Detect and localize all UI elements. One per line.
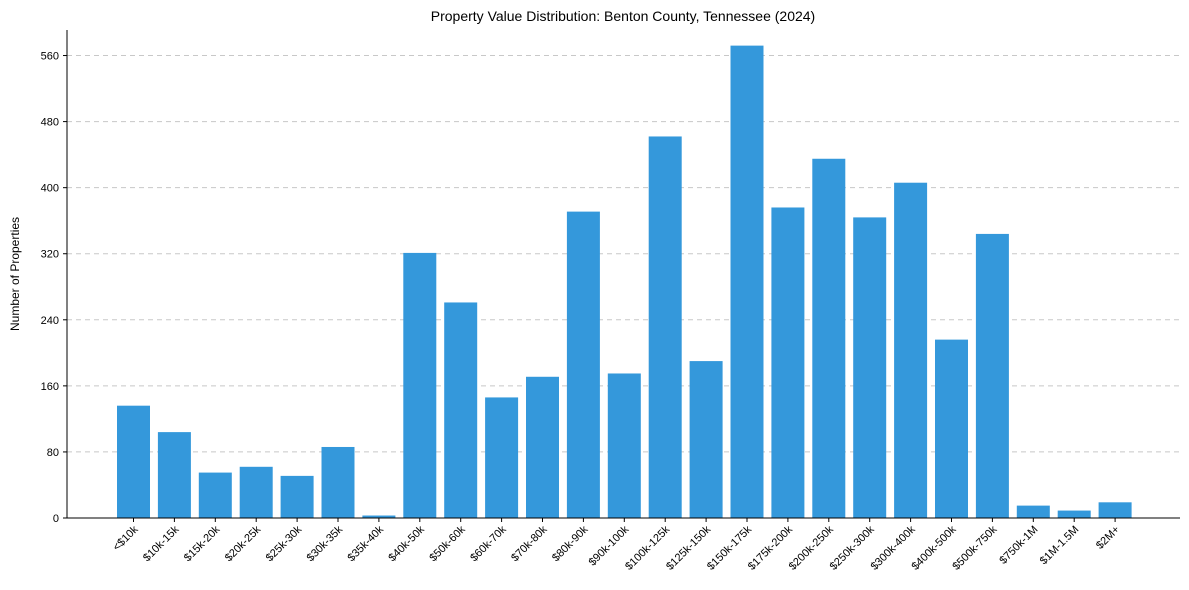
x-tick-label: $15k-20k: [182, 523, 223, 564]
bar: [566, 211, 600, 518]
bar: [117, 405, 150, 518]
y-tick-label: 0: [53, 513, 59, 525]
bar: [812, 158, 846, 518]
x-tick-label: $50k-60k: [427, 523, 468, 564]
bar: [771, 207, 805, 518]
bar: [730, 45, 764, 519]
y-tick-label: 160: [41, 381, 59, 393]
bar: [894, 182, 928, 518]
y-tick-label: 240: [41, 315, 59, 327]
chart-title: Property Value Distribution: Benton Coun…: [431, 8, 815, 24]
x-tick-label: $70k-80k: [509, 523, 550, 564]
y-tick-label: 80: [47, 447, 59, 459]
y-tick-label: 480: [41, 117, 59, 129]
bar: [853, 217, 887, 518]
x-tick-label: $1M-1.5M: [1038, 524, 1082, 568]
x-tick-label: $25k-30k: [264, 523, 305, 564]
bar: [321, 446, 355, 518]
x-tick-label: $80k-90k: [550, 523, 591, 564]
y-tick-label: 320: [41, 249, 59, 261]
bar: [526, 376, 559, 518]
bar: [1057, 510, 1091, 518]
bar: [1098, 502, 1132, 518]
y-axis-label: Number of Properties: [8, 217, 22, 331]
bar: [975, 233, 1009, 518]
x-tick-label: $30k-35k: [305, 523, 346, 564]
x-tick-label: $35k-40k: [346, 523, 387, 564]
x-tick-label: $10k-15k: [141, 523, 182, 564]
bar: [1016, 505, 1050, 518]
x-tick-label: $500k-750k: [950, 523, 999, 572]
bar: [607, 373, 641, 518]
x-tick-label: <$10k: [111, 523, 141, 553]
bar: [403, 252, 437, 518]
bar: [689, 361, 723, 518]
bar: [157, 432, 191, 518]
x-tick-label: $2M+: [1094, 524, 1122, 552]
y-tick-label: 560: [41, 51, 59, 63]
x-tick-label: $20k-25k: [223, 523, 264, 564]
bar: [444, 302, 478, 518]
x-tick-label: $40k-50k: [386, 523, 427, 564]
x-ticks: <$10k $10k-15k $15k-20k $20k-25k $25k-30k $30…: [111, 518, 1122, 573]
bar: [198, 472, 232, 518]
bar: [280, 475, 314, 518]
bar: [485, 397, 519, 518]
bar: [935, 339, 968, 518]
y-tick-label: 400: [41, 183, 59, 195]
x-tick-label: $60k-70k: [468, 523, 509, 564]
bar: [648, 136, 682, 518]
bar: [239, 466, 273, 518]
bars: [117, 45, 1132, 519]
y-ticks: 0 80 160 240 320 400 480 560: [41, 51, 67, 525]
x-tick-label: $750k-1M: [997, 524, 1040, 567]
bar: [362, 515, 396, 518]
